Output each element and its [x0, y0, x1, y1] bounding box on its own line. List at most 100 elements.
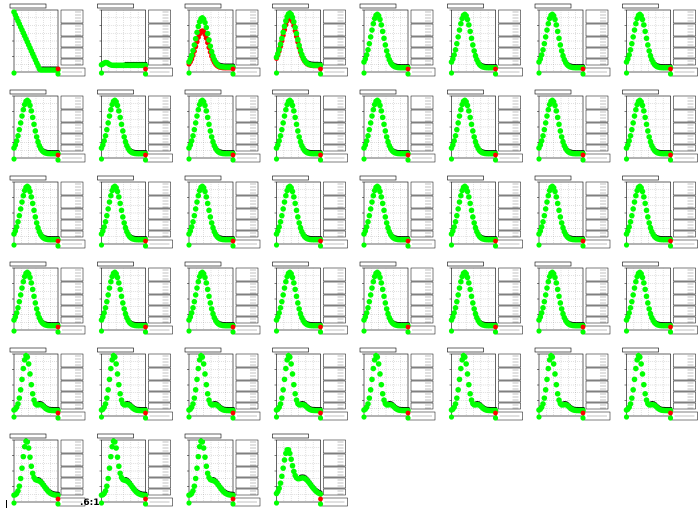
marker-end-fit: [405, 157, 411, 163]
data-point-fit: [114, 102, 121, 109]
data-point-fit: [631, 199, 638, 205]
marker-start: [186, 242, 192, 248]
marker-end-fit: [55, 329, 61, 335]
data-point-fit: [27, 454, 33, 460]
panel-title-box: [447, 175, 484, 181]
data-point-fit: [292, 200, 298, 207]
data-point-fit: [458, 192, 464, 199]
panel-info-box: [323, 453, 346, 467]
chart-panel-11: [184, 89, 261, 163]
panel-title-box: [184, 175, 222, 181]
data-point-fit: [203, 280, 210, 286]
panel-info-box: [410, 36, 434, 48]
data-point-fit: [191, 483, 198, 489]
marker-start: [361, 242, 367, 248]
marker-end-fit: [492, 415, 499, 421]
data-point-fit: [292, 286, 298, 293]
panel-info-box: [498, 219, 521, 231]
chart-panel-40: [622, 347, 698, 421]
marker-end-fit: [55, 243, 61, 249]
data-point-fit: [20, 192, 27, 199]
panel-info-box: [323, 36, 346, 48]
data-point-fit: [16, 298, 23, 305]
panel-info-box: [235, 367, 259, 381]
data-point-fit: [279, 298, 285, 305]
data-point-fit: [120, 128, 126, 134]
marker-start: [361, 328, 367, 334]
data-point-fit: [639, 371, 646, 377]
data-point-fit: [17, 475, 24, 482]
data-point-fit: [367, 206, 374, 212]
data-point-fit: [29, 286, 36, 293]
data-point-fit: [117, 286, 123, 293]
marker-end: [55, 152, 61, 158]
panel-info-box: [585, 144, 609, 152]
data-point-fit: [194, 376, 200, 383]
marker-end: [230, 324, 236, 330]
chart-panel-6: [447, 3, 523, 77]
data-point-fit: [383, 48, 390, 54]
data-point-fit: [470, 300, 476, 306]
data-point-fit: [365, 46, 371, 53]
footer-label: .6:1: [80, 498, 100, 508]
panel-info-box: [148, 267, 171, 282]
data-point-fit: [206, 37, 212, 43]
data-point-fit: [637, 354, 643, 360]
panel-info-box: [60, 380, 84, 392]
data-point-fit: [365, 132, 371, 139]
data-point-fit: [466, 194, 472, 200]
data-point-fit: [277, 480, 284, 486]
data-point-fit: [377, 188, 383, 195]
panel-info-box: [323, 439, 346, 454]
data-point-fit: [29, 390, 36, 397]
data-point-fit: [280, 386, 286, 393]
panel-info-box: [585, 367, 609, 381]
data-point-fit: [190, 488, 196, 494]
panel-info-box: [148, 391, 171, 403]
panel-title-box: [622, 89, 659, 95]
data-point-fit: [468, 121, 475, 128]
marker-start: [361, 70, 367, 76]
marker-start: [536, 156, 542, 162]
marker-end: [493, 410, 498, 416]
marker-end-fit: [55, 501, 61, 507]
data-point-fit: [117, 200, 123, 207]
panel-info-box: [148, 380, 171, 392]
data-point-fit: [639, 188, 646, 195]
data-point-fit: [454, 212, 460, 219]
data-point-fit: [118, 121, 125, 128]
data-point-fit: [553, 280, 560, 286]
marker-end: [143, 238, 148, 244]
data-point-fit: [288, 361, 294, 367]
data-point-fit: [120, 300, 126, 306]
data-point-fit: [190, 132, 196, 139]
data-point-fit: [32, 214, 39, 220]
chart-panel-20: [272, 175, 348, 249]
data-point-fit: [642, 286, 648, 293]
data-point-fit: [101, 138, 107, 144]
data-point-fit: [15, 132, 21, 139]
data-point-fit: [114, 188, 121, 195]
data-point-fit: [106, 465, 113, 471]
data-point-fit: [545, 20, 552, 27]
data-point-fit: [108, 365, 114, 372]
data-point-fit: [626, 224, 632, 230]
data-point-fit: [33, 220, 40, 226]
data-point-fit: [639, 16, 646, 23]
panel-title-box: [9, 89, 47, 95]
data-point-fit: [17, 120, 24, 126]
panel-info-box: [673, 133, 696, 145]
marker-end: [668, 238, 673, 244]
panel-info-box: [148, 195, 171, 209]
marker-end: [580, 238, 586, 244]
data-point-fit: [545, 365, 552, 372]
chart-panel-1: [9, 3, 86, 77]
marker-end: [668, 324, 673, 330]
chart-panel-28: [272, 261, 348, 335]
panel-info-box: [498, 133, 521, 145]
data-point-fit: [455, 120, 461, 126]
data-point-fit: [370, 365, 377, 372]
chart-panel-19: [184, 175, 261, 249]
panel-info-box: [235, 466, 259, 478]
data-point-fit: [206, 121, 212, 128]
